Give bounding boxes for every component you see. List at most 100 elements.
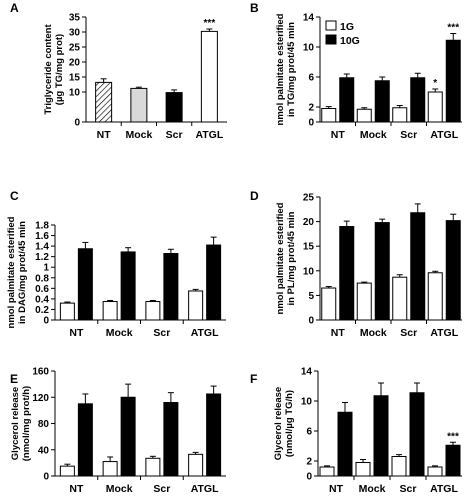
panel-d-bar-1g-nt bbox=[321, 287, 337, 321]
panel-b-ylabel-line: in TG/mg prot/45 min bbox=[286, 22, 297, 117]
panel-b-bar-10g-scr bbox=[410, 77, 426, 123]
panel-a-y-tick-label: 30 bbox=[69, 28, 81, 39]
panel-c-category-label: NT bbox=[69, 327, 84, 339]
panel-d-y-tick-label: 20 bbox=[303, 217, 315, 228]
panel-f-letter: F bbox=[250, 372, 257, 386]
panel-e-y-tick-label: 0 bbox=[43, 472, 49, 483]
panel-e-bar-10g-mock bbox=[120, 396, 136, 477]
panel-a-y-tick-label: 0 bbox=[74, 118, 80, 129]
panel-f-bar-10g-atgl bbox=[445, 444, 461, 477]
panel-d-category-label: NT bbox=[331, 327, 346, 339]
panel-f-y-tick-label: 6 bbox=[306, 427, 312, 438]
panel-a-y-tick-label: 25 bbox=[69, 43, 81, 54]
panel-c-bar-10g-scr bbox=[163, 253, 179, 321]
panel-d-category-label: ATGL bbox=[430, 327, 458, 339]
panel-d-bar-1g-mock bbox=[356, 282, 372, 321]
panel-b-bar-1g-mock bbox=[356, 108, 372, 123]
panel-e-y-tick-label: 40 bbox=[38, 445, 50, 456]
panel-c-bar-10g-atgl bbox=[206, 244, 222, 321]
panel-e-bar-1g-mock bbox=[102, 461, 118, 477]
panel-c-bar-1g-scr bbox=[145, 301, 161, 321]
panel-e-category-label: ATGL bbox=[191, 483, 219, 495]
panel-a-significance: *** bbox=[204, 18, 216, 29]
panel-f-y-tick-label: 0 bbox=[306, 472, 312, 483]
panel-f-bar-10g-scr bbox=[409, 392, 425, 477]
panel-d-ylabel-line: in PL/mg prot/45 min bbox=[286, 211, 297, 305]
panel-b-bar-10g-atgl bbox=[445, 39, 461, 123]
panel-c-bar-1g-atgl bbox=[188, 290, 204, 321]
panel-d-ylabel-line: nmol palmitate esterified bbox=[275, 202, 286, 314]
panel-f-category-label: Mock bbox=[359, 483, 386, 495]
panel-f-bar-1g-atgl bbox=[427, 466, 443, 477]
panel-e-bar-10g-atgl bbox=[206, 393, 222, 477]
panel-b-category-label: ATGL bbox=[430, 129, 458, 141]
panel-d-bar-10g-scr bbox=[410, 212, 426, 321]
panel-c-y-tick-label: 1.6 bbox=[35, 231, 49, 242]
panel-e-category-label: NT bbox=[69, 483, 84, 495]
panel-b-significance: * bbox=[433, 78, 437, 89]
panel-b-category-label: Scr bbox=[400, 129, 417, 141]
panel-b-legend-label: 10G bbox=[340, 35, 360, 47]
panel-c-category-label: ATGL bbox=[191, 327, 219, 339]
panel-c-y-tick-label: 1 bbox=[43, 263, 49, 274]
panel-a-bar-scr bbox=[165, 92, 183, 123]
panel-d-category-label: Mock bbox=[360, 327, 387, 339]
panel-f-bar-10g-mock bbox=[373, 395, 389, 477]
panel-a-category-label: Mock bbox=[125, 129, 152, 141]
panel-b-letter: B bbox=[250, 1, 259, 15]
panel-c-y-tick-label: 1.4 bbox=[35, 242, 49, 253]
panel-e-category-label: Scr bbox=[153, 483, 170, 495]
panel-d-bar-1g-atgl bbox=[427, 272, 443, 321]
panel-a-letter: A bbox=[10, 1, 19, 15]
panel-b-bar-1g-scr bbox=[392, 107, 408, 123]
panel-e-ylabel-line: (nmol/mg prot/h) bbox=[21, 386, 32, 461]
panel-c-ylabel-line: in DAG/mg prot/45 min bbox=[17, 221, 28, 324]
panel-b-category-label: Mock bbox=[360, 129, 387, 141]
panel-f-y-tick-label: 14 bbox=[301, 367, 313, 378]
panel-c-ylabel-line: nmol palmitate esterified bbox=[6, 216, 17, 328]
panel-a-ylabel-line: (µg TG/mg prot) bbox=[54, 34, 65, 105]
panel-c-bar-10g-nt bbox=[77, 248, 93, 321]
panel-e-y-tick-label: 160 bbox=[32, 367, 49, 378]
panel-e-y-tick-label: 80 bbox=[38, 419, 50, 430]
panel-b-legend-label: 1G bbox=[340, 21, 354, 33]
panel-c-y-tick-label: 0.6 bbox=[35, 284, 49, 295]
panel-c-bar-1g-nt bbox=[59, 302, 75, 321]
panel-b-y-tick-label: 0 bbox=[308, 118, 314, 129]
panel-f-category-label: NT bbox=[329, 483, 344, 495]
panel-a-ylabel-line: Triglyceride content bbox=[43, 24, 54, 115]
panel-c-bar-10g-mock bbox=[120, 251, 136, 321]
panel-c-y-tick-label: 0.4 bbox=[35, 294, 49, 305]
panel-d-y-tick-label: 25 bbox=[303, 193, 315, 204]
panel-b-bar-1g-nt bbox=[321, 108, 337, 123]
panel-a-category-label: Scr bbox=[166, 129, 183, 141]
panel-e-y-tick-label: 120 bbox=[32, 393, 49, 404]
panel-c-letter: C bbox=[10, 189, 19, 203]
panel-a-y-tick-label: 10 bbox=[69, 88, 81, 99]
panel-d-bar-1g-scr bbox=[392, 276, 408, 321]
panel-e-bar-1g-scr bbox=[145, 457, 161, 477]
panel-f-significance: *** bbox=[447, 431, 459, 442]
panel-c-bar-1g-mock bbox=[102, 301, 118, 321]
panel-a-category-label: NT bbox=[97, 129, 112, 141]
panel-f-category-label: Scr bbox=[400, 483, 417, 495]
panel-f-y-tick-label: 2 bbox=[306, 457, 312, 468]
panel-c-y-tick-label: 0.2 bbox=[35, 305, 49, 316]
panel-c-y-tick-label: 0.8 bbox=[35, 273, 49, 284]
panel-a-y-tick-label: 20 bbox=[69, 58, 81, 69]
panel-e-ylabel-line: Glycerol release bbox=[10, 387, 21, 460]
panel-d-y-tick-label: 0 bbox=[308, 316, 314, 327]
panel-f-ylabel-line: Glycerol release bbox=[273, 387, 284, 460]
panel-b-legend-swatch-10g bbox=[325, 34, 337, 45]
panel-d-y-tick-label: 10 bbox=[303, 266, 315, 277]
panel-b-category-label: NT bbox=[331, 129, 346, 141]
panel-c-y-tick-label: 0 bbox=[43, 316, 49, 327]
panel-b-legend-swatch-1g bbox=[325, 20, 337, 31]
panel-d-bar-10g-nt bbox=[339, 226, 355, 321]
panel-d-bar-10g-atgl bbox=[445, 220, 461, 321]
panel-d-bar-10g-mock bbox=[374, 222, 390, 321]
panel-a-y-tick-label: 35 bbox=[69, 13, 81, 24]
panel-c-y-tick-label: 1.8 bbox=[35, 221, 49, 232]
panel-c-category-label: Scr bbox=[153, 327, 170, 339]
